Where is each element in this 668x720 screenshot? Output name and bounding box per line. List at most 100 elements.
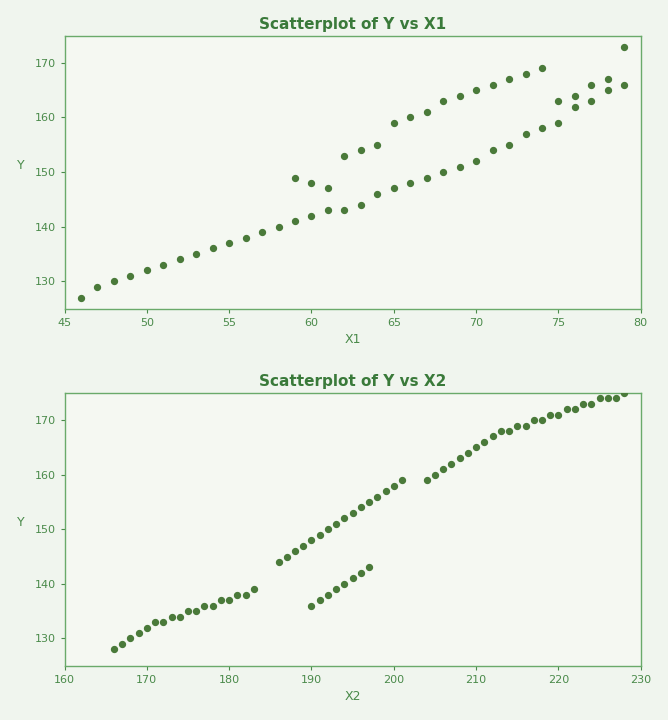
Point (536, 122, 547, 134)
Point (372, 139, 383, 150)
Point (191, 606, 202, 617)
Point (273, 221, 284, 233)
Point (248, 584, 259, 595)
Point (619, 387, 630, 399)
Point (158, 259, 168, 271)
Point (422, 172, 432, 184)
Point (323, 183, 333, 194)
Point (355, 502, 366, 513)
Point (364, 496, 375, 508)
Point (109, 276, 120, 287)
Point (561, 403, 572, 415)
Point (438, 95, 448, 107)
Point (422, 474, 432, 486)
Point (75, 292, 86, 303)
Point (545, 409, 556, 420)
Title: Scatterplot of Y vs X2: Scatterplot of Y vs X2 (259, 374, 446, 389)
Point (536, 415, 547, 426)
Point (331, 518, 341, 530)
Point (339, 578, 350, 590)
Point (315, 529, 325, 541)
Point (355, 567, 366, 579)
Point (487, 145, 498, 156)
Point (471, 156, 482, 167)
Point (586, 95, 597, 107)
Point (553, 95, 564, 107)
Point (586, 398, 597, 410)
Point (355, 145, 366, 156)
Point (364, 562, 375, 573)
Point (166, 611, 177, 622)
Point (438, 166, 448, 178)
Point (174, 253, 185, 265)
Title: Scatterplot of Y vs X1: Scatterplot of Y vs X1 (259, 17, 446, 32)
Point (611, 392, 621, 404)
Point (454, 453, 465, 464)
Point (487, 79, 498, 91)
Point (339, 204, 350, 216)
Point (405, 177, 415, 189)
Point (520, 68, 531, 80)
Point (454, 90, 465, 102)
Point (290, 172, 301, 184)
Point (389, 183, 399, 194)
Point (315, 595, 325, 606)
Point (323, 589, 333, 600)
Point (454, 161, 465, 172)
Point (479, 436, 490, 448)
Y-axis label: Y: Y (17, 159, 24, 172)
Point (512, 420, 522, 431)
Point (323, 523, 333, 535)
Point (331, 584, 341, 595)
Point (595, 392, 605, 404)
Point (298, 540, 309, 552)
Point (372, 491, 383, 503)
Point (570, 403, 580, 415)
Point (347, 507, 358, 518)
Point (257, 226, 267, 238)
Point (207, 243, 218, 254)
Point (306, 600, 317, 611)
Point (125, 633, 136, 644)
Point (117, 638, 128, 649)
Point (339, 150, 350, 161)
X-axis label: X2: X2 (345, 690, 361, 703)
Point (578, 398, 589, 410)
Point (603, 84, 613, 96)
Point (553, 117, 564, 129)
Point (520, 128, 531, 140)
Point (134, 627, 144, 639)
Point (306, 534, 317, 546)
Point (290, 215, 301, 227)
Point (471, 84, 482, 96)
Point (405, 112, 415, 123)
Point (471, 441, 482, 453)
Point (504, 426, 514, 437)
Point (520, 420, 531, 431)
Point (109, 644, 120, 655)
Point (232, 589, 242, 600)
Point (603, 392, 613, 404)
Point (142, 622, 152, 634)
Point (619, 41, 630, 53)
Point (306, 210, 317, 222)
Point (290, 545, 301, 557)
Point (240, 232, 251, 243)
Point (430, 469, 440, 480)
X-axis label: X1: X1 (345, 333, 361, 346)
Point (462, 447, 473, 459)
Point (240, 589, 251, 600)
Point (355, 199, 366, 210)
Point (487, 431, 498, 442)
Point (323, 204, 333, 216)
Y-axis label: Y: Y (17, 516, 24, 529)
Point (446, 458, 457, 469)
Point (504, 139, 514, 150)
Point (199, 600, 210, 611)
Point (273, 557, 284, 568)
Point (216, 595, 226, 606)
Point (207, 600, 218, 611)
Point (397, 474, 407, 486)
Point (619, 79, 630, 91)
Point (150, 616, 160, 628)
